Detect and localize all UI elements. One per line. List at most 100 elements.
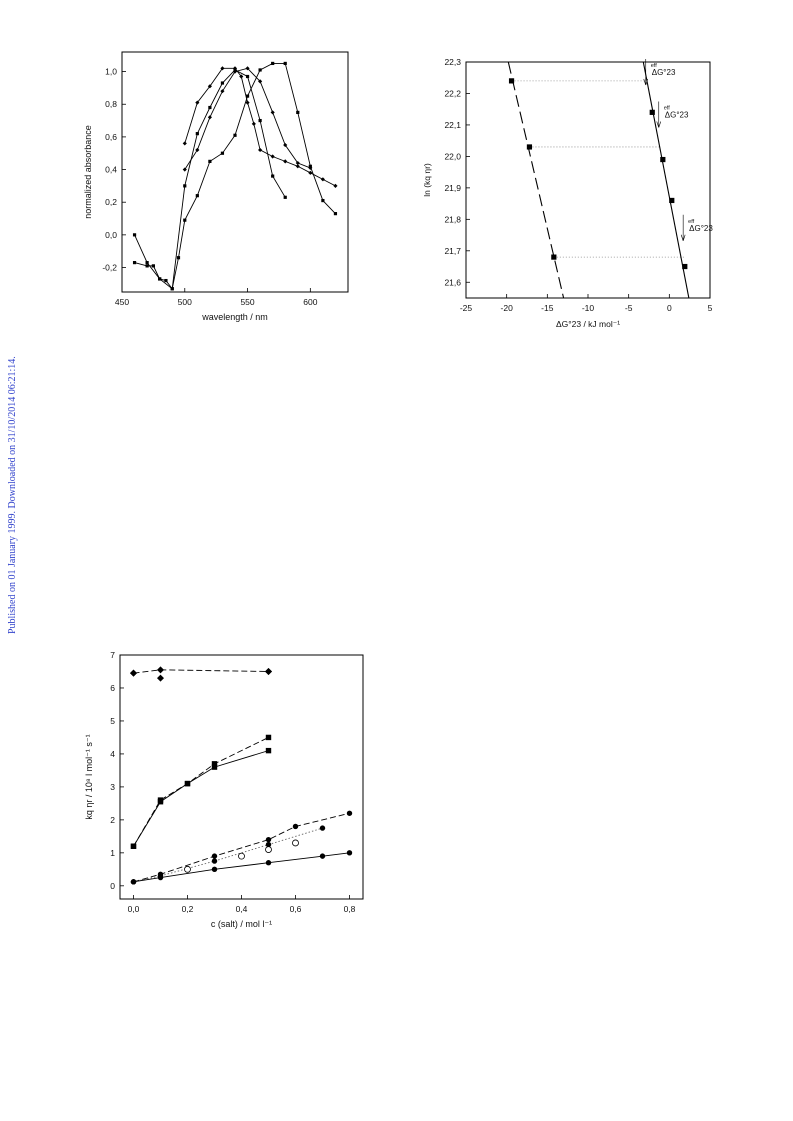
y-tick-label: 21,9 — [444, 183, 461, 193]
x-tick-label: -10 — [582, 303, 595, 313]
x-tick-label: 550 — [240, 297, 254, 307]
y-tick-label: 22,0 — [444, 151, 461, 161]
data-point — [211, 853, 218, 859]
data-point — [669, 197, 675, 204]
left-fit-line — [507, 61, 565, 299]
x-tick-label: 500 — [178, 297, 192, 307]
y-tick-label: 0,0 — [105, 230, 117, 240]
annotation-dg-label: ΔG°23 — [665, 110, 689, 119]
x-tick-label: -15 — [541, 303, 554, 313]
data-point — [682, 263, 688, 270]
data-point — [158, 277, 162, 281]
data-point — [220, 81, 225, 85]
data-point — [283, 159, 288, 164]
plot-frame — [465, 61, 711, 299]
data-point — [195, 147, 200, 153]
annotation-arrowhead — [643, 78, 647, 86]
data-point — [660, 156, 666, 163]
data-point — [157, 874, 164, 881]
series-line — [134, 62, 336, 290]
y-tick-label: 22,3 — [444, 57, 461, 67]
data-point — [265, 860, 272, 866]
data-point — [265, 841, 272, 848]
y-tick-label: 0,8 — [105, 99, 117, 109]
data-point — [232, 69, 238, 74]
data-point — [283, 195, 287, 199]
annotation-arrowhead — [680, 234, 684, 241]
x-axis-label: ΔG°23 / kJ mol⁻¹ — [556, 319, 620, 329]
data-point — [295, 160, 300, 166]
data-point — [157, 799, 164, 805]
y-tick-label: 4 — [110, 749, 115, 759]
data-point — [220, 89, 225, 94]
data-point — [295, 164, 300, 169]
annotation-eff-label: eff — [651, 63, 657, 69]
data-point — [296, 110, 300, 115]
data-point — [265, 836, 272, 843]
data-point — [258, 147, 263, 153]
data-point — [271, 61, 275, 66]
data-point — [195, 194, 199, 198]
y-tick-label: 7 — [110, 650, 115, 660]
data-point — [245, 94, 250, 98]
series-line — [134, 69, 286, 290]
x-tick-label: 0 — [667, 303, 672, 313]
x-tick-label: 0,6 — [290, 904, 302, 914]
annotation-arrowhead — [656, 121, 660, 128]
data-series — [132, 68, 287, 291]
annotation-eff-label: eff — [664, 105, 670, 111]
y-axis-label: ln (kq ηr) — [422, 163, 432, 197]
y-tick-label: 21,8 — [444, 214, 461, 224]
data-point — [319, 825, 326, 831]
data-point — [207, 115, 212, 120]
data-point — [211, 858, 218, 864]
data-point — [346, 810, 353, 816]
y-tick-label: 5 — [110, 716, 115, 726]
plot-frame — [121, 51, 349, 293]
data-point — [211, 761, 218, 767]
data-series — [130, 747, 272, 849]
y-tick-label: 22,1 — [444, 120, 461, 130]
data-point — [184, 865, 191, 873]
y-axis-label: normalized absorbance — [83, 125, 93, 219]
series-line — [184, 67, 311, 170]
data-point — [220, 66, 225, 71]
data-point — [258, 118, 262, 123]
data-point — [508, 78, 515, 84]
x-tick-label: -25 — [460, 303, 473, 313]
absorbance-chart: 450 500 550 600 -0,2 0,0 0,2 0,4 0,6 0,8 1,0 wavele… — [83, 51, 349, 322]
data-point — [208, 105, 212, 110]
y-tick-label: 0,2 — [105, 197, 117, 207]
data-point — [233, 133, 237, 137]
data-point — [151, 264, 155, 268]
data-point — [265, 747, 272, 754]
x-tick-label: 5 — [708, 303, 713, 313]
x-axis-label: wavelength / nm — [201, 312, 268, 322]
y-tick-label: 22,2 — [444, 88, 461, 98]
data-series — [130, 810, 353, 885]
data-point — [258, 68, 262, 72]
x-axis-label: c (salt) / mol l⁻¹ — [211, 919, 272, 929]
data-point — [270, 154, 275, 159]
annotation-dg-label: ΔG°23 — [689, 224, 713, 233]
y-axis-label: kq ηr / 10⁸ l mol⁻¹ s⁻¹ — [84, 734, 94, 819]
y-tick-label: 6 — [110, 683, 115, 693]
x-tick-label: 0,8 — [344, 904, 356, 914]
data-point — [220, 151, 225, 155]
y-tick-label: 1,0 — [105, 67, 117, 77]
y-tick-label: 21,7 — [444, 246, 461, 256]
plot-frame — [119, 654, 364, 900]
data-point — [308, 170, 313, 175]
data-point — [145, 261, 149, 265]
annotation-arrowhead — [682, 234, 686, 241]
data-point — [270, 110, 275, 115]
data-point — [211, 866, 218, 873]
y-tick-label: 21,6 — [444, 277, 461, 287]
data-point — [283, 61, 287, 66]
data-point — [239, 74, 244, 79]
data-point — [346, 850, 353, 856]
